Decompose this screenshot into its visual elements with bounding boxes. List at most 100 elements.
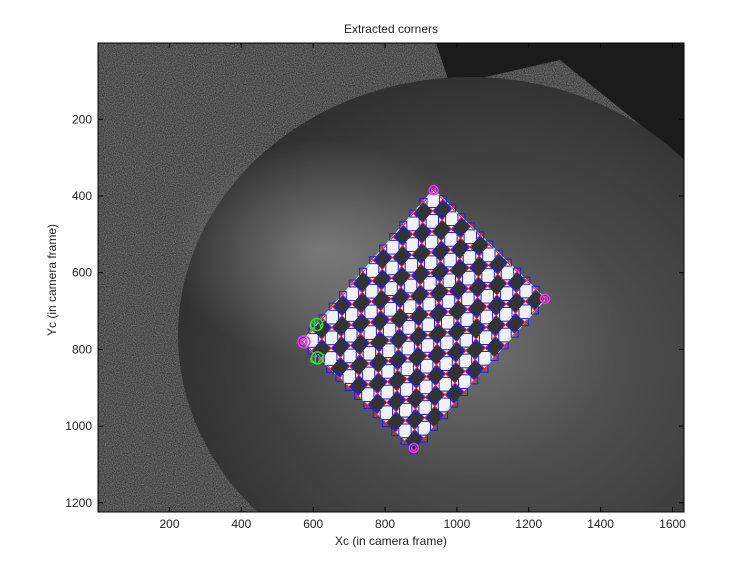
- corner-marker: [364, 380, 373, 389]
- corner-marker: [418, 218, 427, 227]
- checker-square: [331, 315, 352, 337]
- checker-square: [450, 238, 470, 259]
- corner-marker: [407, 250, 416, 259]
- corner-marker: [355, 350, 364, 359]
- checker-square: [331, 336, 351, 358]
- checker-square: [506, 292, 526, 314]
- corner-marker: [485, 240, 494, 249]
- checker-square: [369, 351, 389, 373]
- checker-square: [468, 276, 488, 298]
- labeled-corner-label: O: [430, 186, 436, 195]
- checker-square: [466, 318, 487, 339]
- corner-marker: [438, 195, 447, 204]
- labeled-corner-label: O: [411, 444, 417, 453]
- corner-marker: [400, 437, 409, 446]
- corner-marker: [482, 323, 491, 332]
- corner-marker: [424, 310, 433, 319]
- corner-marker: [327, 323, 336, 332]
- corner-marker: [417, 259, 426, 268]
- corner-marker: [464, 284, 473, 293]
- labeled-corner-circle: [539, 293, 551, 305]
- corner-marker: [521, 297, 530, 306]
- checker-square: [426, 364, 446, 386]
- corner-marker: [455, 275, 464, 284]
- corner-marker: [491, 332, 500, 341]
- checker-square: [351, 313, 371, 334]
- corner-marker: [520, 318, 529, 327]
- corner-marker: [417, 239, 426, 248]
- y-tick-label: 1200: [65, 496, 92, 510]
- labeled-corner-label: O: [542, 295, 548, 304]
- checker-square: [411, 243, 432, 264]
- reference-markers: O O O OdY dX: [297, 185, 551, 454]
- corner-marker: [456, 234, 465, 243]
- checker-square: [410, 284, 430, 306]
- corner-marker: [493, 270, 502, 279]
- checker-square: [446, 341, 466, 363]
- axis-marker-circle: [310, 351, 325, 365]
- corner-marker: [354, 391, 363, 400]
- corner-marker: [393, 366, 402, 375]
- corner-marker: [396, 303, 405, 312]
- corner-marker: [448, 204, 457, 213]
- corner-marker: [410, 425, 419, 434]
- corner-marker: [372, 410, 381, 419]
- corner-marker: [492, 290, 501, 299]
- checker-square: [348, 375, 369, 396]
- corner-marker: [327, 344, 336, 353]
- axis-marker-label: dY: [309, 317, 325, 332]
- corner-marker: [335, 373, 344, 382]
- corner-marker: [453, 316, 462, 325]
- checker-square: [390, 307, 410, 329]
- corner-marker: [500, 341, 509, 350]
- corner-marker: [460, 387, 469, 396]
- checker-square: [390, 287, 411, 308]
- checker-square: [451, 217, 471, 239]
- corner-marker: [540, 294, 549, 303]
- checker-square: [410, 263, 431, 285]
- corner-marker: [358, 288, 367, 297]
- corner-marker: [423, 351, 432, 360]
- corner-marker: [461, 367, 470, 376]
- checker-square: [412, 222, 432, 244]
- corner-marker: [392, 407, 401, 416]
- corner-marker: [363, 401, 372, 410]
- checker-square: [465, 338, 486, 360]
- corner-marker: [465, 243, 474, 252]
- corner-marker: [484, 261, 493, 270]
- checker-square: [467, 297, 487, 319]
- corner-marker: [345, 362, 354, 371]
- corner-marker: [408, 230, 417, 239]
- corner-marker: [472, 314, 481, 323]
- corner-marker: [378, 265, 387, 274]
- corner-marker: [437, 236, 446, 245]
- corner-marker: [357, 309, 366, 318]
- x-axis-label: Xc (in camera frame): [335, 534, 447, 548]
- corner-marker: [367, 297, 376, 306]
- checker-square: [406, 367, 427, 389]
- corner-marker: [429, 186, 438, 195]
- x-tick-label: 800: [375, 517, 395, 531]
- checker-square: [507, 271, 527, 293]
- corner-marker: [427, 227, 436, 236]
- corner-marker: [455, 254, 464, 263]
- corner-marker: [475, 252, 484, 261]
- corner-marker: [338, 291, 347, 300]
- checker-square: [373, 248, 393, 270]
- checker-square: [431, 240, 451, 262]
- axis-marker-circle: [310, 317, 324, 332]
- corner-marker: [375, 327, 384, 336]
- checker-square: [427, 323, 448, 345]
- x-tick-label: 600: [303, 517, 323, 531]
- corner-marker: [346, 341, 355, 350]
- y-tick-label: 1000: [65, 419, 92, 433]
- corner-marker: [402, 375, 411, 384]
- checker-square: [488, 253, 508, 275]
- corner-marker: [395, 324, 404, 333]
- checker-square: [413, 201, 433, 223]
- corner-marker: [433, 340, 442, 349]
- checker-square: [486, 315, 506, 337]
- corner-marker: [375, 347, 384, 356]
- y-tick-label: 800: [72, 342, 92, 356]
- checker-square: [352, 271, 373, 293]
